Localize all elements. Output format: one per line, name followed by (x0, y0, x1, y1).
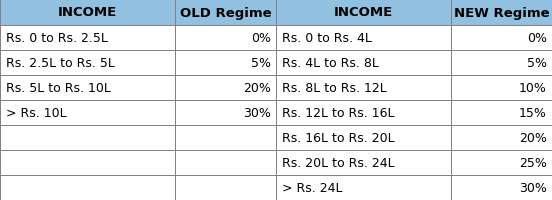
Bar (451, 100, 552, 125)
Bar (451, 125, 552, 150)
Bar (175, 150, 276, 175)
Bar (451, 76, 552, 100)
Bar (0, 76, 175, 100)
Bar (0, 175, 175, 200)
Text: > Rs. 24L: > Rs. 24L (282, 181, 342, 194)
Bar (451, 51, 552, 76)
Bar (175, 0, 276, 26)
Bar (0, 26, 175, 51)
Bar (451, 150, 552, 175)
Text: 25%: 25% (519, 156, 547, 169)
Text: INCOME: INCOME (58, 6, 117, 19)
Bar (175, 175, 276, 200)
Text: 0%: 0% (527, 32, 547, 45)
Bar (276, 175, 451, 200)
Text: 20%: 20% (519, 131, 547, 144)
Bar (276, 150, 451, 175)
Text: Rs. 4L to Rs. 8L: Rs. 4L to Rs. 8L (282, 57, 379, 70)
Bar (175, 76, 276, 100)
Bar (175, 100, 276, 125)
Text: Rs. 20L to Rs. 24L: Rs. 20L to Rs. 24L (282, 156, 395, 169)
Text: Rs. 5L to Rs. 10L: Rs. 5L to Rs. 10L (6, 82, 111, 95)
Bar (175, 26, 276, 51)
Text: Rs. 0 to Rs. 4L: Rs. 0 to Rs. 4L (282, 32, 372, 45)
Bar (276, 100, 451, 125)
Text: > Rs. 10L: > Rs. 10L (6, 106, 67, 119)
Bar (0, 51, 175, 76)
Bar (0, 0, 175, 26)
Text: 20%: 20% (243, 82, 271, 95)
Bar (0, 150, 175, 175)
Text: OLD Regime: OLD Regime (180, 6, 272, 19)
Text: Rs. 12L to Rs. 16L: Rs. 12L to Rs. 16L (282, 106, 395, 119)
Text: 0%: 0% (251, 32, 271, 45)
Bar (451, 175, 552, 200)
Text: 30%: 30% (519, 181, 547, 194)
Bar (175, 51, 276, 76)
Text: 15%: 15% (519, 106, 547, 119)
Text: Rs. 2.5L to Rs. 5L: Rs. 2.5L to Rs. 5L (6, 57, 115, 70)
Text: 5%: 5% (527, 57, 547, 70)
Text: INCOME: INCOME (334, 6, 393, 19)
Bar (276, 125, 451, 150)
Text: Rs. 0 to Rs. 2.5L: Rs. 0 to Rs. 2.5L (6, 32, 108, 45)
Text: Rs. 16L to Rs. 20L: Rs. 16L to Rs. 20L (282, 131, 395, 144)
Bar (276, 76, 451, 100)
Bar (276, 51, 451, 76)
Bar (0, 100, 175, 125)
Text: 30%: 30% (243, 106, 271, 119)
Bar (276, 0, 451, 26)
Text: 10%: 10% (519, 82, 547, 95)
Bar (451, 26, 552, 51)
Text: NEW Regime: NEW Regime (454, 6, 549, 19)
Bar (451, 0, 552, 26)
Bar (0, 125, 175, 150)
Bar (175, 125, 276, 150)
Text: 5%: 5% (251, 57, 271, 70)
Text: Rs. 8L to Rs. 12L: Rs. 8L to Rs. 12L (282, 82, 387, 95)
Bar (276, 26, 451, 51)
